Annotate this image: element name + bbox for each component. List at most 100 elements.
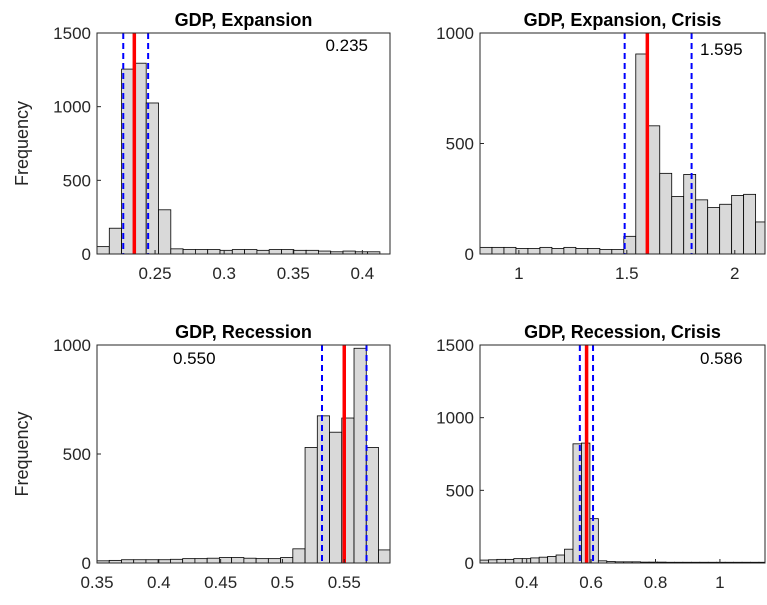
y-axis-label: Frequency: [12, 411, 32, 496]
x-tick-label: 0.35: [80, 573, 113, 592]
histogram-bar: [551, 248, 565, 255]
histogram-bar: [108, 227, 123, 255]
histogram-bar: [496, 558, 506, 564]
histogram-bar: [587, 248, 601, 255]
histogram-bar: [530, 557, 540, 564]
histogram-bar: [219, 249, 233, 255]
histogram-bar: [659, 172, 673, 255]
histogram-bar: [293, 249, 307, 255]
y-tick-label: 500: [446, 135, 474, 154]
histogram-bar: [378, 549, 391, 564]
estimate-annotation: 0.586: [700, 349, 743, 368]
histogram-bar: [743, 193, 757, 255]
histogram-bar: [515, 248, 529, 255]
histogram-bar: [527, 248, 541, 255]
histogram-bar: [719, 203, 733, 255]
histogram-bar: [231, 557, 245, 564]
chart-title: GDP, Expansion, Crisis: [524, 10, 722, 30]
x-tick-label: 0.8: [644, 573, 668, 592]
x-tick-label: 0.25: [139, 264, 172, 283]
y-tick-label: 0: [465, 245, 474, 264]
histogram-bar: [305, 249, 319, 255]
histogram-bar: [564, 548, 574, 564]
x-tick-label: 0.4: [351, 264, 375, 283]
y-tick-label: 500: [63, 171, 91, 190]
histogram-bar: [316, 415, 330, 564]
estimate-annotation: 1.595: [700, 40, 743, 59]
y-axis-label: Frequency: [12, 101, 32, 186]
y-tick-label: 1500: [53, 24, 91, 43]
chart-title: GDP, Recession, Crisis: [524, 322, 721, 342]
y-tick-label: 1000: [436, 24, 474, 43]
histogram-bar: [243, 557, 257, 564]
y-tick-label: 500: [63, 445, 91, 464]
histogram-bar: [194, 558, 208, 564]
histogram-bar: [611, 249, 625, 255]
x-tick-label: 1: [715, 573, 724, 592]
x-tick-label: 1: [514, 264, 523, 283]
estimate-annotation: 0.550: [173, 349, 216, 368]
histogram-bar: [479, 246, 493, 255]
histogram-bar: [255, 558, 269, 564]
x-tick-label: 0.4: [515, 573, 539, 592]
chart-title: GDP, Expansion: [175, 10, 313, 30]
histogram-bar: [170, 558, 184, 564]
x-tick-label: 0.3: [212, 264, 236, 283]
y-tick-label: 0: [82, 245, 91, 264]
histogram-bar: [218, 557, 233, 564]
x-tick-label: 2: [730, 264, 739, 283]
histogram-bar: [671, 196, 685, 255]
histogram-bar: [683, 174, 697, 255]
histogram-bar: [267, 558, 281, 564]
axes-frame: [479, 344, 766, 564]
histogram-bar: [504, 558, 515, 564]
chart-title: GDP, Recession: [175, 322, 312, 342]
histogram-bar: [555, 554, 565, 564]
histogram-bar: [170, 248, 184, 255]
histogram-bar: [329, 431, 343, 564]
x-tick-label: 0.35: [277, 264, 310, 283]
histogram-bar: [547, 556, 557, 564]
histogram-bar: [292, 548, 306, 564]
y-tick-label: 1000: [436, 409, 474, 428]
histogram-bar: [589, 518, 599, 564]
histogram-bar: [707, 207, 721, 255]
histogram-bar: [268, 249, 282, 255]
x-tick-label: 0.5: [271, 573, 295, 592]
histogram-bar: [195, 249, 209, 255]
histogram-bar: [513, 558, 523, 564]
histogram-bar: [244, 249, 258, 255]
histogram-bar: [563, 246, 577, 255]
histogram-bar: [231, 249, 246, 255]
x-tick-label: 0.6: [579, 573, 603, 592]
histogram-bar: [647, 125, 661, 255]
y-tick-label: 0: [465, 554, 474, 573]
histogram-bar: [731, 195, 745, 255]
x-tick-label: 0.55: [328, 573, 361, 592]
axes-frame: [96, 32, 391, 255]
histogram-bar: [755, 221, 766, 255]
histogram-bar: [304, 447, 318, 564]
histogram-bar: [158, 209, 172, 255]
x-tick-label: 0.4: [147, 573, 171, 592]
estimate-annotation: 0.235: [325, 36, 368, 55]
y-tick-label: 500: [446, 481, 474, 500]
histogram-bar: [539, 246, 553, 255]
histogram-bar: [538, 556, 549, 564]
x-tick-label: 1.5: [615, 264, 639, 283]
histogram-bar: [281, 249, 295, 255]
histogram-bar: [599, 249, 613, 255]
x-tick-label: 0.45: [204, 573, 237, 592]
histogram-bar: [503, 246, 517, 255]
histogram-bar: [256, 249, 270, 255]
y-tick-label: 1500: [436, 336, 474, 355]
histogram-bar: [695, 199, 709, 255]
histogram-bar: [207, 249, 221, 255]
histogram-bar: [182, 249, 196, 255]
histogram-bar: [96, 246, 110, 255]
histogram-bar: [575, 248, 589, 255]
histogram-bar: [491, 246, 505, 255]
y-tick-label: 1000: [53, 336, 91, 355]
